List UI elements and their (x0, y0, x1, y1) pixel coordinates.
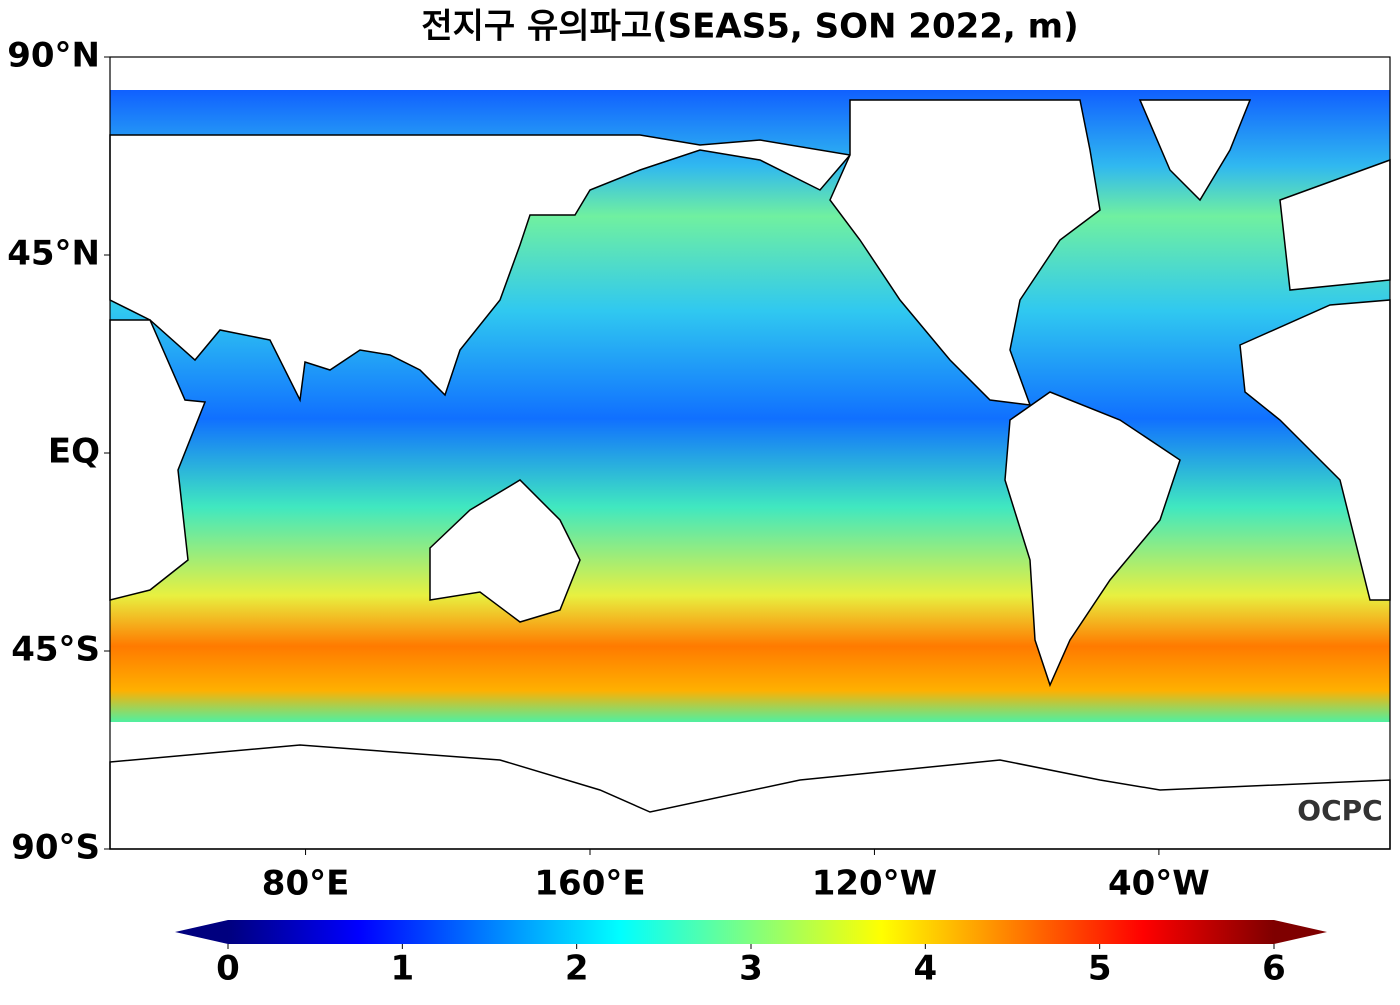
x-tick-label: 40°W (1108, 864, 1210, 904)
y-tick-label: EQ (48, 432, 100, 472)
africa-east (109, 319, 207, 601)
south-america (1004, 391, 1181, 688)
antarctica (109, 744, 1391, 850)
greenland (1138, 99, 1252, 202)
north-america (829, 99, 1101, 406)
x-tick-label: 160°E (534, 864, 645, 904)
y-tick-label: 45°N (7, 234, 100, 274)
eurasia (109, 134, 852, 403)
colorbar-tick-label: 6 (1262, 949, 1286, 989)
africa-west (1239, 299, 1391, 601)
x-tick-label: 120°W (812, 864, 937, 904)
colorbar-tick-label: 2 (565, 949, 589, 989)
australia (429, 479, 581, 623)
colorbar-tick-label: 1 (390, 949, 414, 989)
colorbar-tick-label: 4 (913, 949, 937, 989)
colorbar-tick-label: 5 (1088, 949, 1112, 989)
x-tick-label: 80°E (262, 864, 350, 904)
colorbar-extend-min (175, 920, 228, 944)
map-title: 전지구 유의파고(SEAS5, SON 2022, m) (421, 7, 1078, 47)
y-tick-label: 90°N (7, 36, 100, 76)
colorbar-tick-label: 0 (216, 949, 240, 989)
map-area: OCPC (109, 56, 1391, 850)
colorbar-tick-label: 3 (739, 949, 763, 989)
y-tick-label: 90°S (11, 828, 100, 868)
logo: OCPC (1297, 794, 1382, 827)
colorbar (228, 920, 1274, 944)
colorbar-extend-max (1274, 920, 1327, 944)
y-tick-label: 45°S (11, 630, 100, 670)
